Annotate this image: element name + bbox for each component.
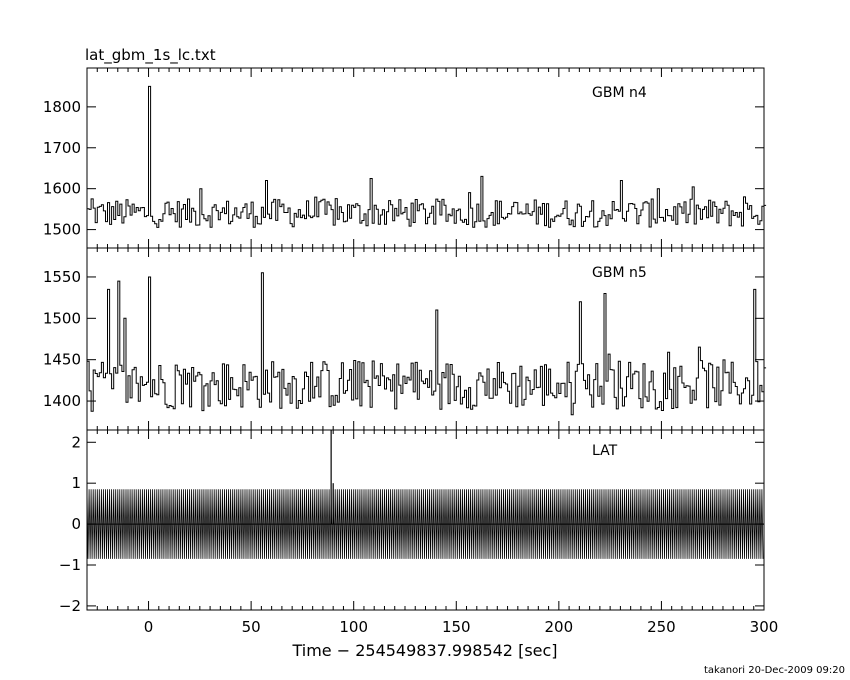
- lat-lightcurve: [86, 430, 764, 559]
- panel-label-gbm-n4: GBM n4: [592, 85, 647, 101]
- y-tick-label: 1500: [43, 309, 81, 327]
- lightcurve-line: [86, 272, 767, 416]
- x-tick-label: 200: [545, 618, 574, 636]
- lightcurve-line: [86, 85, 767, 228]
- panel-lat-frame: [86, 429, 765, 611]
- figure-title: lat_gbm_1s_lc.txt: [85, 46, 216, 65]
- x-tick-label: 100: [339, 618, 368, 636]
- x-tick-label: 0: [144, 618, 154, 636]
- x-tick-label: 150: [442, 618, 471, 636]
- x-tick-label: 250: [647, 618, 676, 636]
- y-tick-label: 1800: [43, 98, 81, 116]
- y-tick-label: 1600: [43, 180, 81, 198]
- x-tick-label: 50: [242, 618, 261, 636]
- axis-ticks: 15001600170018001400145015001550−2−10120…: [43, 68, 779, 636]
- y-tick-label: 1450: [43, 351, 81, 369]
- y-tick-label: −1: [59, 556, 81, 574]
- x-tick-label: 300: [750, 618, 779, 636]
- panel-label-gbm-n5: GBM n5: [592, 265, 647, 281]
- footer-stamp: takanori 20-Dec-2009 09:20: [704, 665, 845, 676]
- y-tick-label: 1400: [43, 392, 81, 410]
- panel-label-lat: LAT: [592, 443, 618, 459]
- y-tick-label: 1: [71, 474, 81, 492]
- gbm-n4-lightcurve: [86, 85, 767, 228]
- y-tick-label: 2: [71, 433, 81, 451]
- y-tick-label: −2: [59, 597, 81, 615]
- y-tick-label: 1500: [43, 221, 81, 239]
- gbm-n5-lightcurve: [86, 272, 767, 416]
- y-tick-label: 1700: [43, 139, 81, 157]
- y-tick-label: 0: [71, 515, 81, 533]
- y-tick-label: 1550: [43, 268, 81, 286]
- panel-gbm-n5-frame: [86, 247, 765, 431]
- x-axis-label: Time − 254549837.998542 [sec]: [291, 641, 557, 660]
